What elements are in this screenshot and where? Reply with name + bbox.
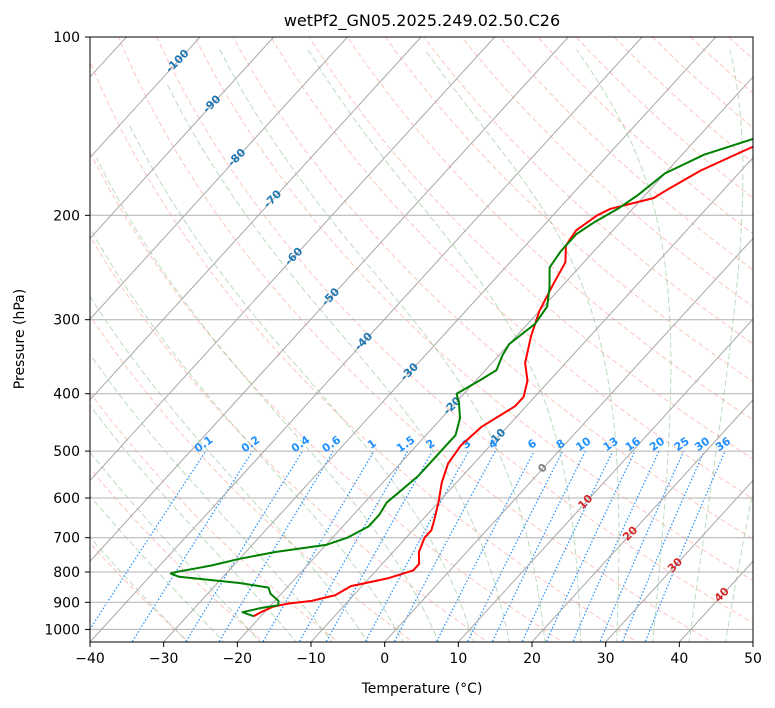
isotherm-gridline	[236, 76, 753, 642]
dry-adiabat	[461, 37, 753, 308]
isotherm-gridline	[383, 237, 753, 642]
x-axis-label: Temperature (°C)	[361, 681, 483, 697]
isotherm-gridline	[457, 318, 753, 642]
isotherm-gridline	[604, 479, 753, 642]
dry-adiabat	[90, 314, 414, 642]
mixing-ratio-line	[466, 450, 564, 642]
mixing-ratio-line	[393, 450, 496, 642]
dry-adiabat	[270, 37, 753, 500]
isotherm-gridline	[310, 156, 753, 642]
x-tick-label: 40	[670, 651, 688, 667]
moist-adiabat	[90, 353, 333, 642]
chart-title: wetPf2_GN05.2025.249.02.50.C26	[284, 11, 560, 31]
x-tick-label: −30	[149, 651, 179, 667]
mixing-ratio-line	[572, 450, 660, 642]
moist-adiabat	[688, 49, 744, 642]
x-tick-label: −10	[296, 651, 326, 667]
y-tick-label: 400	[53, 387, 80, 403]
x-tick-label: 20	[523, 651, 541, 667]
y-tick-label: 600	[53, 491, 80, 507]
moist-adiabat	[576, 49, 672, 642]
mixing-ratio-line	[218, 450, 334, 642]
x-tick-label: −40	[75, 651, 105, 667]
y-tick-label: 500	[53, 444, 80, 460]
y-axis-ticks: 1000 900 800 700 600 500 400 300 200 100	[44, 30, 90, 638]
x-tick-label: 50	[744, 651, 762, 667]
moist-adiabat	[90, 227, 404, 642]
mixing-ratio-line	[185, 450, 304, 642]
mixing-ratio-line	[521, 450, 614, 642]
x-tick-label: 30	[597, 651, 615, 667]
isotherm-gridline	[90, 37, 496, 482]
moist-adiabat	[96, 157, 440, 642]
moist-adiabat	[90, 494, 225, 642]
isotherm-gridline	[90, 37, 570, 562]
mixing-ratio-line	[621, 450, 705, 642]
isotherm-gridline	[90, 37, 275, 240]
mixing-ratio-line	[491, 450, 586, 642]
profile-line	[169, 137, 753, 618]
y-tick-label: 900	[53, 595, 80, 611]
isotherm-gridline	[531, 399, 753, 642]
y-tick-label: 700	[53, 531, 80, 547]
dry-adiabat	[194, 37, 753, 582]
dry-adiabat	[422, 37, 753, 345]
moist-adiabat	[90, 536, 188, 642]
isotherm-gridline	[90, 37, 201, 159]
x-axis-ticks: −40 −30 −20 −10 0 10 20 30 40 50	[75, 642, 762, 667]
y-axis-label: Pressure (hPa)	[12, 289, 28, 389]
profile-series	[169, 137, 753, 618]
x-tick-label: 10	[449, 651, 467, 667]
dry-adiabat	[90, 60, 638, 642]
dry-adiabat	[346, 37, 753, 421]
mixing-ratio-lines	[90, 450, 726, 642]
profile-line	[253, 145, 753, 618]
y-tick-label: 800	[53, 565, 80, 581]
isotherm-gridlines	[90, 37, 753, 642]
y-tick-label: 200	[53, 208, 80, 224]
isotherm-gridline	[162, 37, 717, 642]
x-tick-label: 0	[380, 651, 389, 667]
x-tick-label: −20	[223, 651, 253, 667]
dry-adiabat	[232, 37, 753, 540]
mixing-ratio-line	[435, 450, 535, 642]
isotherm-gridline	[90, 37, 422, 401]
mixing-ratio-line	[644, 450, 726, 642]
dry-adiabat	[308, 37, 753, 460]
plot-frame	[89, 36, 754, 643]
mixing-ratio-line	[599, 450, 685, 642]
mixing-ratio-line	[545, 450, 636, 642]
moist-adiabat	[90, 451, 261, 642]
plot-area: -100-90-80-70-60-50-40-30-20-10010203040…	[90, 37, 753, 642]
y-tick-label: 1000	[44, 622, 80, 638]
isotherm-gridline	[90, 37, 643, 642]
mixing-ratio-line	[90, 450, 207, 631]
y-tick-label: 100	[53, 30, 80, 46]
y-tick-label: 300	[53, 313, 80, 329]
isotherm-gridline	[90, 37, 349, 320]
